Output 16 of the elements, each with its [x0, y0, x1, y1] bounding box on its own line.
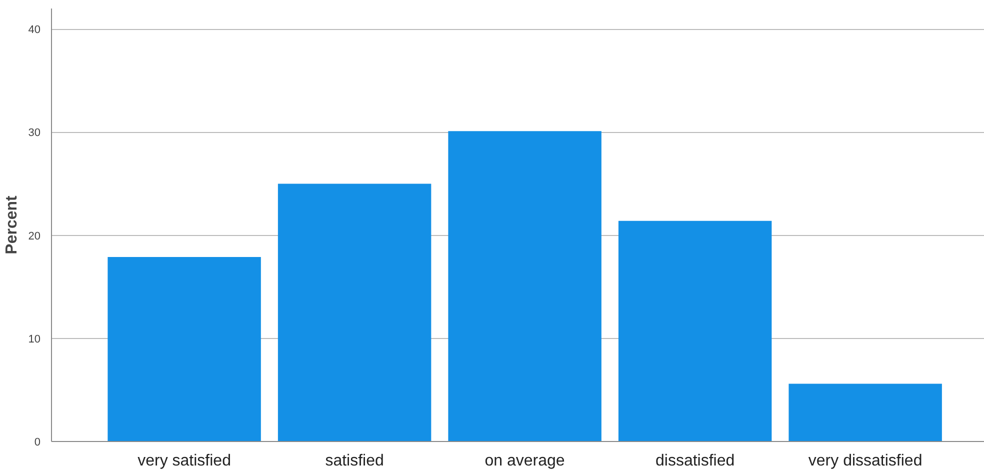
y-tick-label: 0: [34, 436, 41, 448]
y-tick-label: 30: [28, 127, 41, 140]
y-tick-label: 10: [28, 333, 41, 346]
bar: [278, 184, 432, 442]
x-tick-label: dissatisfied: [655, 452, 735, 470]
x-tick-label: on average: [484, 452, 565, 470]
x-tick-label: satisfied: [325, 452, 384, 470]
x-tick-label: very satisfied: [138, 452, 231, 470]
x-tick-label: very dissatisfied: [808, 452, 922, 470]
y-axis-title: Percent: [3, 194, 20, 254]
y-tick-label: 20: [28, 230, 41, 242]
bar: [618, 220, 772, 442]
bar: [448, 131, 602, 442]
y-tick-label: 40: [28, 24, 41, 36]
bar: [108, 256, 261, 442]
bar: [788, 384, 942, 442]
